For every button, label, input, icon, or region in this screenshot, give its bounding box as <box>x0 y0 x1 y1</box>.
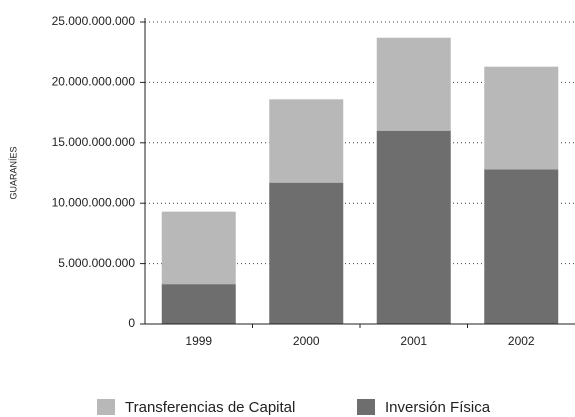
legend-label: Inversión Física <box>385 399 491 416</box>
bar-segment <box>376 37 451 131</box>
x-tick-label: 2001 <box>400 334 427 348</box>
y-tick-label: 15.000.000.000 <box>52 135 136 149</box>
bar-segment <box>161 284 236 324</box>
y-tick-label: 0 <box>128 316 135 330</box>
y-tick-label: 5.000.000.000 <box>58 256 135 270</box>
bar-segment <box>161 211 236 285</box>
x-tick-label: 2002 <box>508 334 535 348</box>
bar-segment <box>376 130 451 324</box>
legend-swatch <box>357 399 375 415</box>
bar-segment <box>484 169 559 324</box>
x-tick-label: 1999 <box>185 334 212 348</box>
legend-label: Transferencias de Capital <box>125 399 295 416</box>
y-axis-label: GUARANÍES <box>8 146 18 199</box>
bar-segment <box>484 66 559 170</box>
legend-swatch <box>97 399 115 415</box>
x-tick-label: 2000 <box>293 334 320 348</box>
y-tick-label: 25.000.000.000 <box>52 14 136 28</box>
bar-segment <box>269 99 344 183</box>
y-tick-label: 20.000.000.000 <box>52 75 136 89</box>
bar-segment <box>269 182 344 324</box>
y-tick-label: 10.000.000.000 <box>52 195 136 209</box>
